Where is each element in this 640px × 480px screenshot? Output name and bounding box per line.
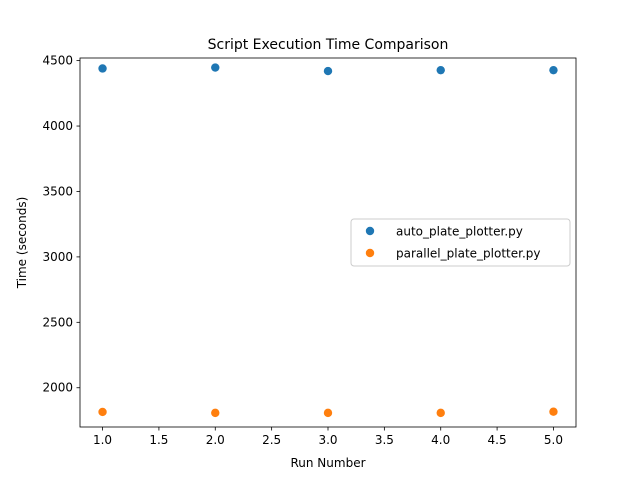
data-point-parallel	[436, 408, 445, 418]
y-tick-label: 3000	[42, 250, 73, 264]
data-point-parallel	[549, 407, 558, 416]
x-tick-label: 4.0	[431, 433, 450, 447]
chart-title: Script Execution Time Comparison	[208, 37, 449, 53]
data-point-auto	[211, 63, 220, 72]
y-tick-label: 3500	[42, 184, 73, 198]
data-point-parallel	[211, 408, 220, 418]
y-tick-label: 2500	[42, 315, 73, 329]
plot-area: 1.0 1.5 2.0 2.5 3.0 3.5 4.0 4.5 5.0 2000 2500 3000 3…	[42, 54, 563, 447]
y-tick-label: 4000	[42, 119, 73, 133]
x-tick-label: 4.5	[488, 433, 507, 447]
y-tick-label: 4500	[42, 54, 73, 68]
data-point-parallel	[323, 408, 333, 418]
x-axis-label: Run Number	[290, 456, 365, 470]
y-axis-label: Time (seconds)	[15, 197, 29, 290]
data-point-auto	[436, 65, 445, 75]
x-tick-label: 3.0	[318, 433, 337, 447]
legend-box	[350, 218, 571, 267]
data-point-parallel	[98, 407, 107, 417]
x-tick-label: 1.5	[149, 433, 168, 447]
legend: auto_plate_plotter.py parallel_plate_plot…	[350, 218, 571, 267]
legend-label: parallel_plate_plotter.py	[396, 247, 541, 261]
legend-marker	[365, 248, 375, 258]
x-tick-label: 3.5	[375, 433, 394, 447]
data-point-auto	[549, 65, 558, 75]
axes-frame	[79, 57, 577, 428]
x-tick-label: 1.0	[93, 433, 112, 447]
legend-marker	[365, 226, 375, 236]
data-point-auto	[98, 64, 107, 73]
x-tick-label: 2.5	[262, 433, 281, 447]
x-tick-label: 5.0	[544, 433, 563, 447]
x-tick-label: 2.0	[206, 433, 225, 447]
legend-label: auto_plate_plotter.py	[396, 225, 523, 239]
data-point-auto	[323, 66, 333, 76]
y-tick-label: 2000	[42, 381, 73, 395]
